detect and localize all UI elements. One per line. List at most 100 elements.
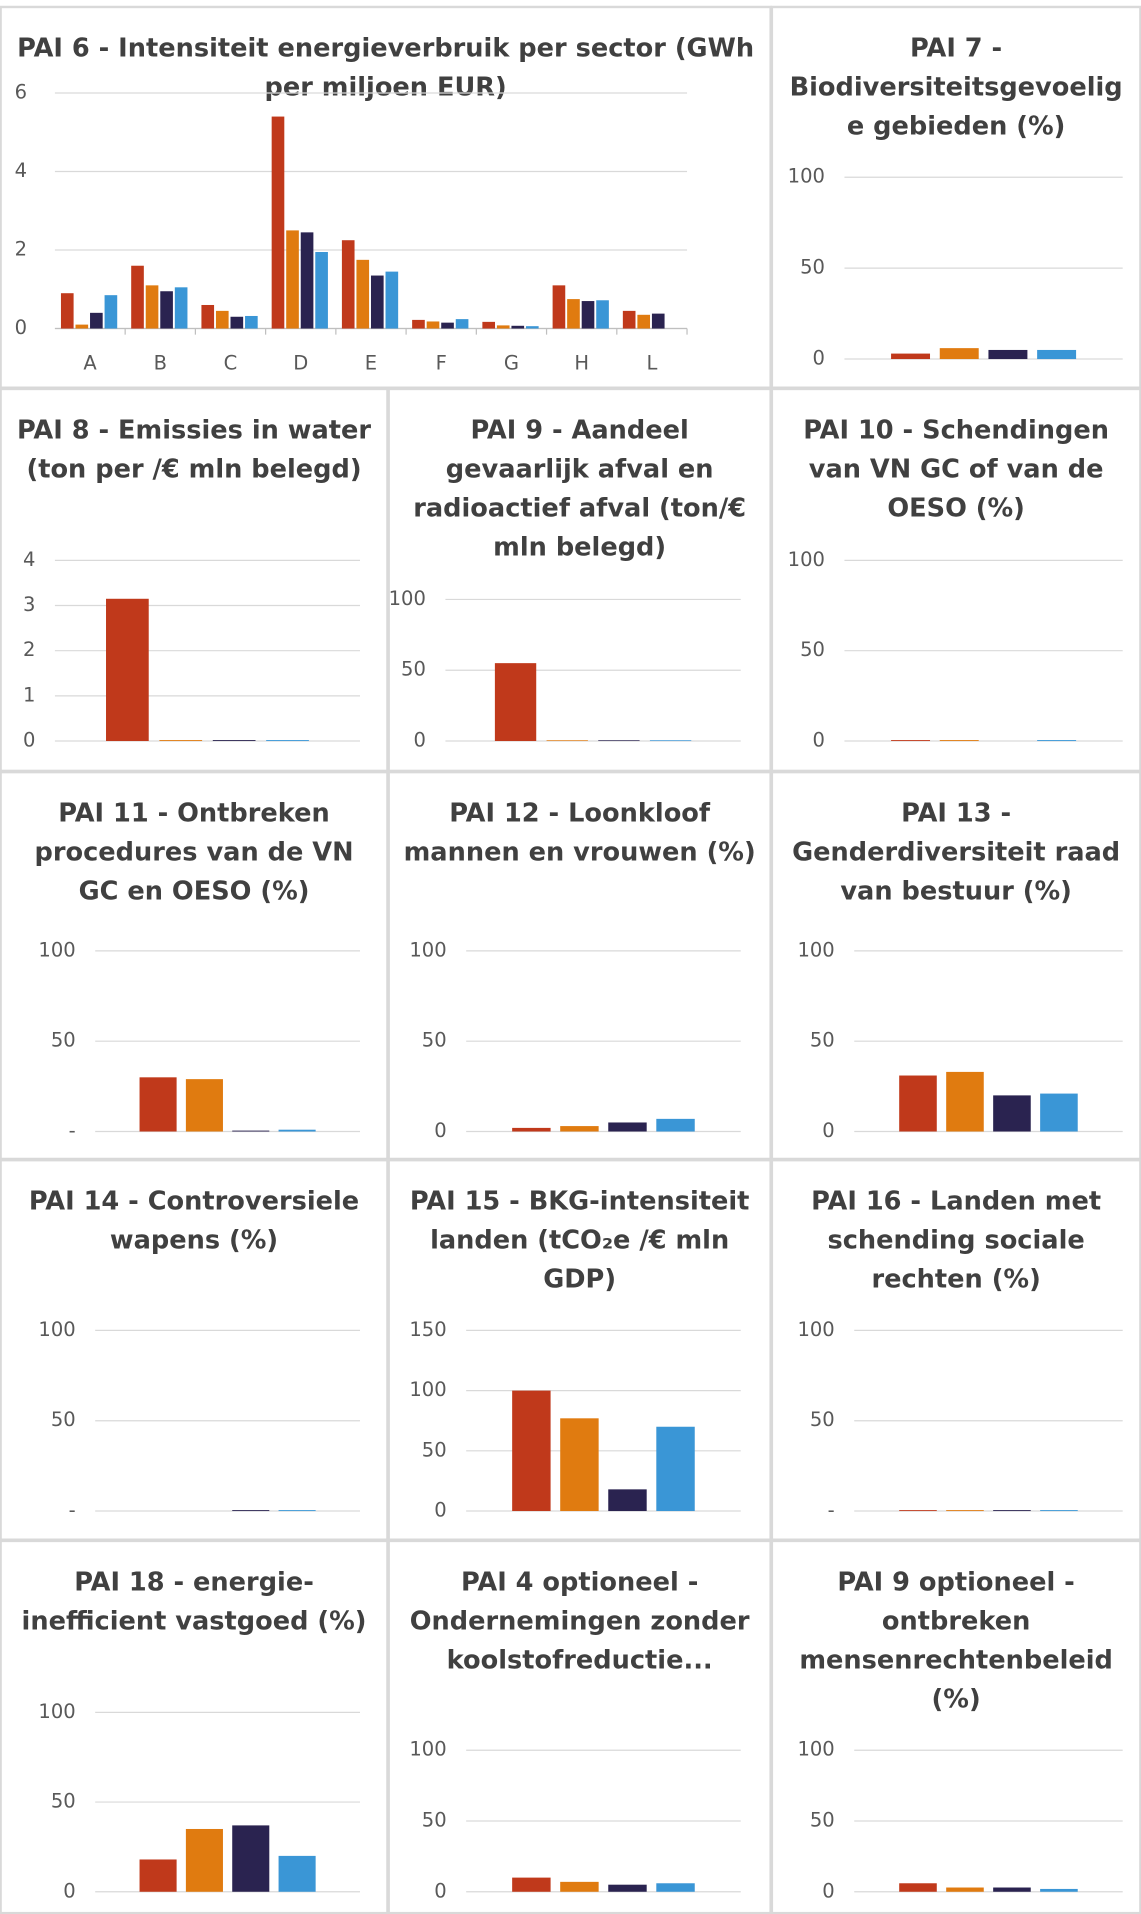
chart-title: PAI 15 - BKG-intensiteit landen (tCO₂e /… (409, 1186, 750, 1294)
y-tick-label: 0 (434, 1499, 446, 1522)
bar (1037, 349, 1077, 360)
bar (637, 314, 651, 329)
title-box: PAI 9 - Aandeel gevaarlijk afval en radi… (413, 415, 747, 562)
title-box: PAI 16 - Landen met schending sociale re… (811, 1186, 1101, 1293)
y-tick-label: 50 (810, 1408, 835, 1431)
y-tick-label: 100 (409, 1378, 446, 1401)
bar (546, 740, 588, 742)
y-tick-label: 100 (797, 1318, 834, 1341)
bar (455, 319, 469, 329)
bar (441, 322, 454, 329)
y-tick-label: 0 (23, 729, 35, 752)
chart-title: PAI 14 - Controversiele wapens (%) (28, 1186, 360, 1255)
bar (993, 1095, 1031, 1132)
x-tick-label: E (365, 351, 377, 374)
y-tick-label: 100 (788, 548, 825, 571)
y-tick-label: 50 (800, 256, 825, 279)
bar (560, 1881, 599, 1892)
bar (560, 1126, 599, 1132)
bar (525, 326, 539, 329)
chart-title: PAI 9 - Aandeel gevaarlijk afval en radi… (413, 415, 747, 562)
y-tick-label: 0 (813, 729, 825, 752)
title-box: PAI 6 - Intensiteit energieverbruik per … (17, 33, 754, 101)
chart-title: PAI 18 - energie-inefficient vastgoed (%… (21, 1567, 367, 1636)
bar (494, 663, 537, 742)
bar (104, 295, 118, 329)
y-tick-label: 50 (401, 658, 426, 681)
chart-title: PAI 7 - Biodiversiteitsgevoelige gebiede… (789, 33, 1123, 141)
bar (496, 325, 510, 329)
bar (278, 1855, 316, 1892)
bar (139, 1077, 177, 1132)
bar (426, 321, 440, 329)
bar (656, 1118, 695, 1132)
y-tick-label: 0 (434, 1879, 446, 1902)
y-tick-label: 0 (15, 316, 27, 339)
bar (993, 1510, 1031, 1512)
y-tick-label: 6 (15, 81, 27, 104)
chart-title: PAI 13 - Genderdiversiteit raad van best… (792, 798, 1121, 906)
y-tick-label: 0 (813, 347, 825, 370)
bar (993, 1887, 1031, 1892)
panel-border (770, 1539, 1141, 1914)
bar (988, 349, 1028, 360)
title-box: PAI 4 optioneel - Ondernemingen zonder k… (410, 1567, 750, 1674)
bar (511, 325, 525, 329)
bar (370, 275, 384, 329)
title-box: PAI 8 - Emissies in water (ton per /€ ml… (17, 415, 371, 483)
bar (412, 319, 425, 329)
title-box: PAI 18 - energie-inefficient vastgoed (%… (21, 1567, 367, 1636)
y-tick-label: 50 (422, 1029, 447, 1052)
y-tick-label: 100 (797, 1738, 834, 1761)
y-tick-label: 4 (23, 548, 35, 571)
bar (939, 348, 979, 360)
y-tick-label: 2 (15, 238, 27, 261)
bar (356, 259, 370, 329)
bar (649, 740, 692, 742)
y-tick-label: 50 (51, 1408, 76, 1431)
chart-title: PAI 10 - Schendingen van VN GC of van de… (803, 415, 1109, 523)
bar (60, 293, 74, 329)
bar (185, 1079, 223, 1132)
x-tick-label: L (646, 351, 657, 374)
y-tick-label: 50 (810, 1808, 835, 1831)
bar (232, 1825, 270, 1892)
bar (552, 285, 566, 329)
bar (656, 1883, 695, 1892)
bar (1040, 1510, 1078, 1512)
bar (651, 313, 665, 329)
bar (245, 315, 258, 329)
bar (608, 1489, 647, 1512)
y-tick-label: 150 (409, 1318, 446, 1341)
bar (1040, 1093, 1078, 1132)
y-tick-label: 0 (413, 729, 425, 752)
bar (567, 299, 580, 329)
bar (512, 1127, 551, 1132)
y-tick-label: 50 (810, 1029, 835, 1052)
bar (106, 598, 149, 742)
bar (341, 240, 355, 329)
bar (131, 265, 144, 329)
bar (75, 324, 89, 329)
bar (946, 1887, 984, 1892)
bar (891, 353, 931, 360)
y-tick-label: 100 (38, 1318, 75, 1341)
x-tick-label: D (293, 351, 308, 374)
x-tick-label: C (224, 351, 238, 374)
bar (560, 1418, 599, 1512)
bar (215, 310, 229, 329)
x-tick-label: A (83, 351, 97, 374)
bar (946, 1071, 984, 1132)
y-tick-label: - (69, 1499, 76, 1522)
y-tick-label: 50 (800, 638, 825, 661)
bar (232, 1130, 270, 1132)
y-tick-label: 50 (51, 1790, 76, 1813)
bar (946, 1510, 984, 1512)
title-box: PAI 12 - Loonkloof mannen en vrouwen (%) (404, 798, 756, 866)
bar (278, 1129, 316, 1132)
bar (278, 1510, 316, 1512)
y-tick-label: 2 (23, 638, 35, 661)
bar (159, 740, 203, 742)
